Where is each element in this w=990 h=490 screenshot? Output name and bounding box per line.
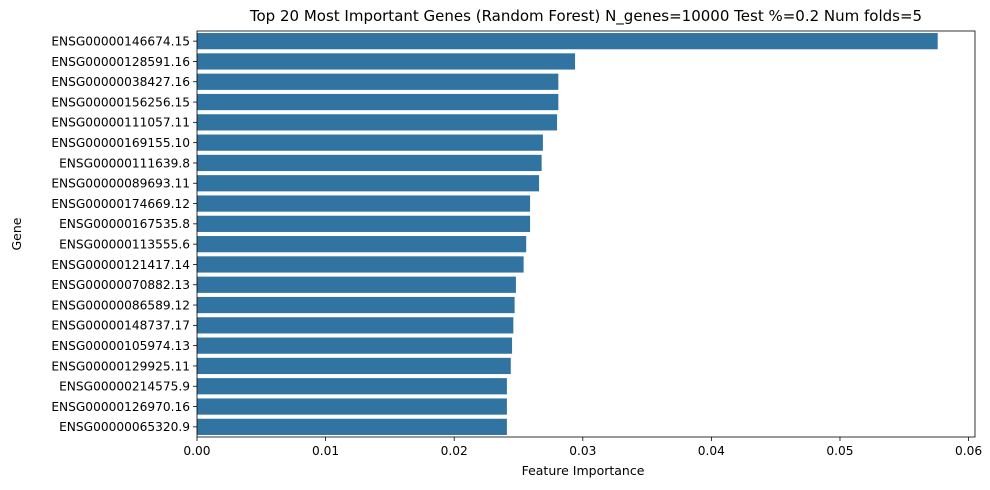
y-tick-label: ENSG00000113555.6 <box>59 237 190 251</box>
x-tick-label: 0.00 <box>183 444 210 458</box>
y-tick-label: ENSG00000065320.9 <box>59 420 190 434</box>
y-tick-label: ENSG00000129925.11 <box>51 359 190 373</box>
bar-ENSG00000070882.13 <box>197 276 516 293</box>
y-tick-label: ENSG00000174669.12 <box>51 197 190 211</box>
bar-ENSG00000113555.6 <box>197 236 527 253</box>
y-tick-label: ENSG00000121417.14 <box>51 258 190 272</box>
bar-ENSG00000174669.12 <box>197 195 531 212</box>
x-tick-label: 0.03 <box>569 444 596 458</box>
bar-ENSG00000038427.16 <box>197 73 559 90</box>
y-tick-label: ENSG00000146674.15 <box>51 34 190 48</box>
bar-ENSG00000214575.9 <box>197 378 507 395</box>
bar-ENSG00000167535.8 <box>197 215 531 232</box>
y-tick-label: ENSG00000070882.13 <box>51 278 190 292</box>
bar-ENSG00000105974.13 <box>197 337 513 354</box>
bars-group <box>197 33 938 435</box>
x-axis-label: Feature Importance <box>522 463 645 478</box>
y-axis-label: Gene <box>9 217 24 250</box>
y-axis-ticks: ENSG00000146674.15 ENSG00000128591.16 ENSG… <box>51 34 197 434</box>
bar-ENSG00000156256.15 <box>197 93 559 111</box>
x-tick-label: 0.06 <box>955 444 982 458</box>
bar-ENSG00000111057.11 <box>197 114 558 131</box>
y-tick-label: ENSG00000126970.16 <box>51 400 190 414</box>
bar-ENSG00000086589.12 <box>197 296 515 314</box>
y-tick-label: ENSG00000128591.16 <box>51 55 190 69</box>
y-tick-label: ENSG00000111057.11 <box>51 116 190 130</box>
chart-title: Top 20 Most Important Genes (Random Fore… <box>249 7 922 26</box>
x-tick-label: 0.02 <box>441 444 468 458</box>
x-tick-label: 0.04 <box>698 444 725 458</box>
y-tick-label: ENSG00000169155.10 <box>51 136 190 150</box>
bar-ENSG00000121417.14 <box>197 256 524 273</box>
bar-ENSG00000065320.9 <box>197 418 507 435</box>
y-tick-label: ENSG00000167535.8 <box>59 217 190 231</box>
bar-ENSG00000089693.11 <box>197 175 540 192</box>
bar-ENSG00000128591.16 <box>197 53 576 70</box>
bar-ENSG00000129925.11 <box>197 357 511 375</box>
x-tick-label: 0.05 <box>826 444 853 458</box>
y-tick-label: ENSG00000105974.13 <box>51 339 190 353</box>
bar-ENSG00000111639.8 <box>197 154 542 172</box>
y-tick-label: ENSG00000214575.9 <box>59 380 190 394</box>
y-tick-label: ENSG00000148737.17 <box>51 319 190 333</box>
y-tick-label: ENSG00000111639.8 <box>59 156 190 170</box>
plot-frame <box>196 30 976 438</box>
x-tick-label: 0.01 <box>312 444 339 458</box>
y-tick-label: ENSG00000038427.16 <box>51 75 190 89</box>
bar-ENSG00000126970.16 <box>197 398 507 415</box>
bar-ENSG00000146674.15 <box>197 33 938 50</box>
bar-ENSG00000169155.10 <box>197 134 543 151</box>
y-tick-label: ENSG00000086589.12 <box>51 298 190 312</box>
y-tick-label: ENSG00000156256.15 <box>51 95 190 109</box>
bar-ENSG00000148737.17 <box>197 317 514 334</box>
y-tick-label: ENSG00000089693.11 <box>51 177 190 191</box>
x-axis-ticks: 0.00 0.01 0.02 0.03 0.04 0.05 0.06 <box>183 437 982 458</box>
